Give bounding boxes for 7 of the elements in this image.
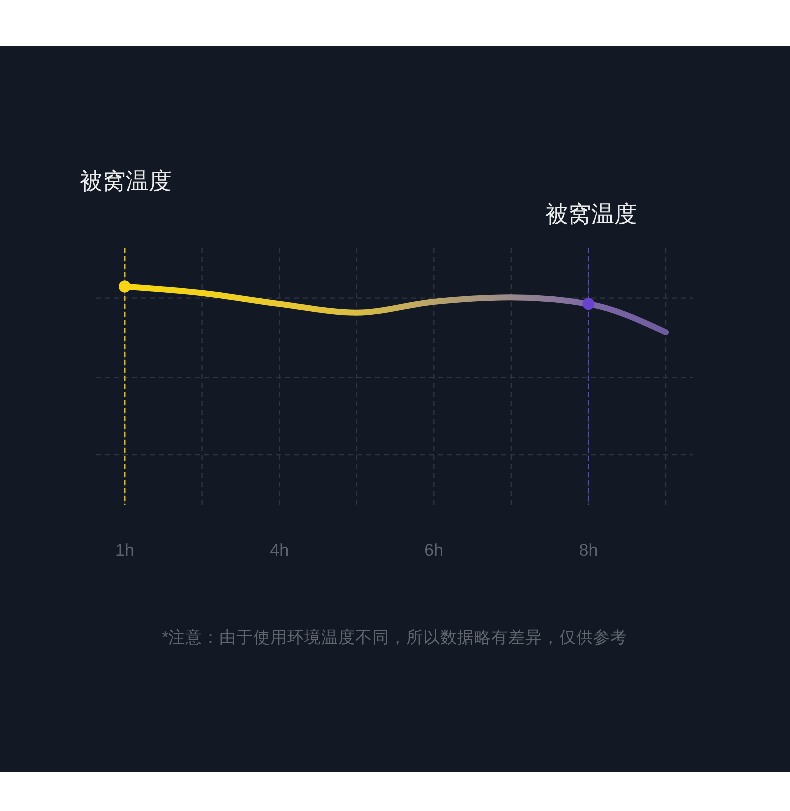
ref-line-label: 被窝温度 bbox=[546, 201, 638, 227]
x-tick-label: 4h bbox=[270, 541, 290, 560]
chart-title: 被窝温度 bbox=[80, 168, 172, 194]
x-tick-label: 6h bbox=[424, 541, 444, 560]
x-tick-label: 8h bbox=[579, 541, 598, 560]
text: *注意：由于使用环境温度不同，所以数据略有差异，仅供参考 bbox=[162, 628, 628, 647]
x-tick-label: 1h bbox=[116, 541, 134, 560]
